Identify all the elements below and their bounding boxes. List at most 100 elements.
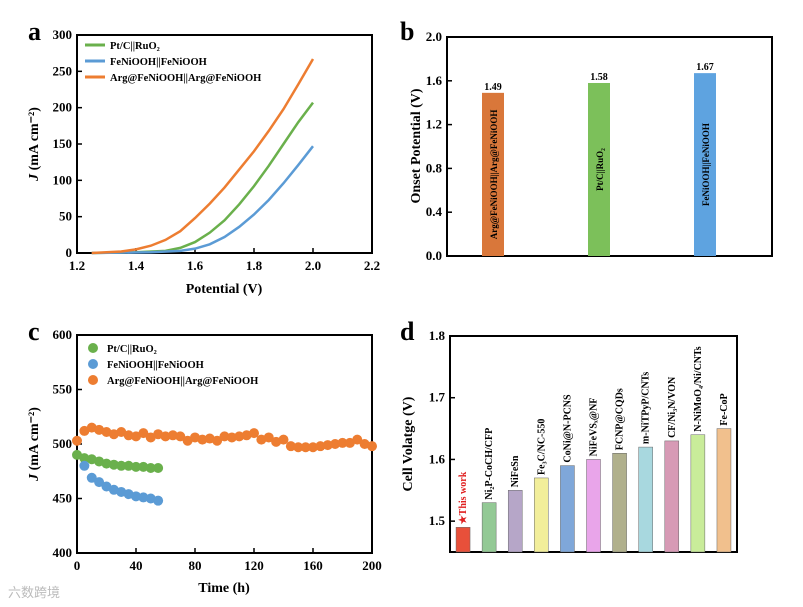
- data-point: [160, 431, 171, 442]
- y-axis-label: J (mA cm⁻²): [27, 107, 42, 182]
- x-tick-label: 120: [244, 558, 264, 573]
- y-tick-label: 1.6: [429, 451, 446, 466]
- legend-item: FeNiOOH||FeNiOOH: [85, 57, 207, 68]
- bar: [588, 82, 610, 257]
- y-tick-label: 500: [53, 436, 73, 451]
- data-point: [175, 431, 186, 442]
- panel-letter: a: [28, 17, 41, 46]
- bar-category-label: NiFeSn: [510, 455, 521, 487]
- panel-letter: d: [400, 317, 415, 346]
- bar-value-label: 1.49: [484, 82, 502, 93]
- y-tick-label: 550: [53, 382, 73, 397]
- x-tick-label: 40: [130, 558, 143, 573]
- y-tick-label: 100: [53, 172, 73, 187]
- bar-category-label: CoNi@N-PCNS: [562, 394, 573, 463]
- legend-marker: [88, 343, 98, 353]
- data-point: [138, 428, 149, 439]
- y-tick-label: 300: [53, 27, 73, 42]
- y-tick-label: 150: [53, 136, 73, 151]
- data-point: [330, 439, 341, 449]
- data-point: [293, 442, 304, 453]
- data-point: [145, 462, 156, 473]
- data-point: [300, 442, 311, 453]
- data-point: [153, 462, 164, 473]
- x-tick-label: 1.6: [187, 258, 204, 273]
- y-tick-label: 1.6: [426, 73, 443, 88]
- bar: [560, 465, 575, 553]
- data-point: [263, 432, 274, 443]
- legend-label: Pt/C||RuO₂: [107, 344, 157, 355]
- legend-label: FeNiOOH||FeNiOOH: [110, 57, 207, 68]
- x-tick-label: 0: [74, 558, 81, 573]
- data-point: [226, 432, 237, 443]
- data-point: [79, 453, 90, 464]
- legend-item: Arg@FeNiOOH||Arg@FeNiOOH: [85, 73, 261, 84]
- x-axis-label: Potential (V): [186, 282, 263, 297]
- y-axis-label: J (mA cm⁻²): [27, 407, 42, 482]
- data-point: [212, 435, 223, 446]
- bar-category-label: Pt/C||RuO₂: [595, 148, 605, 191]
- data-point: [123, 460, 134, 471]
- panel-c: 400 450 500 550 600 0 40 80 120 160 200 Pt/C||RuO₂ F…: [27, 317, 382, 596]
- bar: [664, 440, 680, 553]
- data-point: [308, 442, 318, 453]
- x-tick-label: 1.2: [69, 258, 85, 273]
- x-tick-label: 1.8: [246, 258, 263, 273]
- data-point: [219, 431, 230, 442]
- data-point: [322, 440, 333, 451]
- y-tick-label: 600: [53, 327, 73, 342]
- y-tick-label: 400: [53, 545, 73, 560]
- data-point: [116, 460, 127, 471]
- y-tick-label: 2.0: [426, 29, 442, 44]
- x-tick-label: 1.4: [128, 258, 145, 273]
- bar: [481, 502, 497, 553]
- bar-category-label: FeNiOOH||FeNiOOH: [701, 123, 711, 206]
- legend-marker: [88, 375, 98, 385]
- data-point: [278, 434, 289, 445]
- panel-b: 0.0 0.4 0.8 1.2 1.6 2.0 1.49 Arg@FeNiOOH||Arg@F…: [400, 17, 773, 263]
- y-tick-label: 1.5: [429, 513, 446, 528]
- y-tick-label: 1.7: [429, 390, 446, 405]
- bar-category-label: FCNP@CQDs: [615, 388, 626, 450]
- x-tick-label: 2.0: [305, 258, 321, 273]
- legend-item: Arg@FeNiOOH||Arg@FeNiOOH: [88, 375, 258, 387]
- y-tick-label: 50: [59, 209, 72, 224]
- panel-letter: c: [28, 317, 40, 346]
- legend-item: Pt/C||RuO₂: [88, 343, 157, 355]
- bar-category-label: Fe-CoP: [719, 393, 730, 425]
- y-tick-label: 0.0: [426, 248, 442, 263]
- y-tick-label: 200: [53, 100, 73, 115]
- bar: [507, 490, 523, 553]
- data-point: [337, 437, 348, 448]
- series-line: [91, 58, 315, 255]
- bar: [638, 446, 653, 553]
- data-point: [86, 472, 97, 483]
- y-axis-label: Cell Volatge (V): [401, 396, 416, 491]
- bar: [586, 459, 601, 553]
- bar: [534, 477, 549, 553]
- x-tick-label: 80: [189, 558, 202, 573]
- bar-category-label: Fe₃C/NC-550: [536, 419, 547, 475]
- legend-label: Pt/C||RuO₂: [110, 41, 160, 52]
- bar-value-label: 1.58: [590, 72, 608, 83]
- y-tick-label: 0.4: [426, 204, 443, 219]
- data-point: [249, 428, 259, 439]
- x-axis-label: Time (h): [198, 581, 250, 596]
- data-point: [108, 459, 119, 470]
- bar-category-label: Ni₂P-CoCH/CFP: [484, 428, 495, 500]
- y-tick-label: 0: [66, 245, 73, 260]
- panel-d: 1.5 1.6 1.7 1.8 ★This work Ni₂P-CoCH/CFP NiFeS…: [400, 317, 738, 553]
- data-point: [315, 441, 326, 452]
- bar: [482, 92, 504, 256]
- bar: [612, 453, 627, 553]
- bar: [690, 434, 706, 553]
- bar-category-label: NiFeVSₓ@NF: [589, 398, 600, 457]
- y-tick-label: 1.8: [429, 328, 446, 343]
- x-tick-label: 160: [303, 558, 323, 573]
- series-line: [91, 101, 314, 255]
- data-point: [94, 477, 105, 488]
- watermark: 六数跨境: [8, 586, 60, 601]
- bar: [694, 73, 716, 256]
- legend-label: Arg@FeNiOOH||Arg@FeNiOOH: [107, 376, 258, 387]
- x-tick-label: 2.2: [364, 258, 380, 273]
